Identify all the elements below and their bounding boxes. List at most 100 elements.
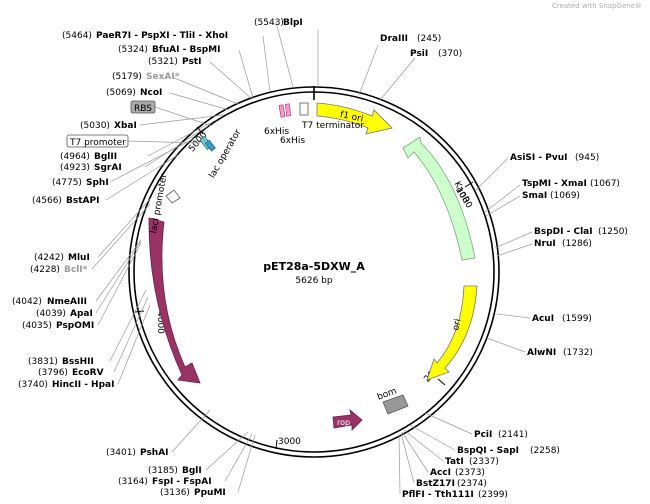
site-acui-pos: (1599) <box>562 314 592 324</box>
site-hincii-name: HincII - HpaI <box>52 380 114 390</box>
site-psti-name: PstI <box>182 57 201 67</box>
kanr-arrow[interactable] <box>402 136 476 261</box>
rop-arrow[interactable] <box>332 408 363 431</box>
plasmid-name: pET28a-5DXW_A <box>263 260 365 273</box>
right-sites: (5543) BlpI DraIII (245) PsiI (370) AsiS… <box>254 18 628 500</box>
site-bcli-name: BclI* <box>64 265 88 275</box>
site-pcii-name: PciI <box>474 430 492 440</box>
rbs-leader <box>154 106 213 127</box>
tick-2000 <box>437 378 446 386</box>
site-bspdi-name: BspDI - ClaI <box>534 227 593 237</box>
site-bcli-pos: (4228) <box>30 265 60 275</box>
site-bfuai-name: BfuAI - BspMI <box>152 45 220 55</box>
site-ecorv-pos: (3796) <box>38 368 68 378</box>
site-bgli-pos: (3185) <box>148 466 178 476</box>
left-leaders <box>91 21 294 493</box>
site-sphi-name: SphI <box>86 178 109 188</box>
site-hincii-pos: (3740) <box>18 380 48 390</box>
site-ppumi-pos: (3136) <box>160 488 190 498</box>
his-tag-label-2: 6xHis <box>280 136 305 146</box>
watermark: Created with SnapGene® <box>552 2 642 10</box>
site-bsshii-name: BssHII <box>62 357 94 367</box>
laci-promoter-arrow[interactable] <box>165 189 181 204</box>
site-bstz-pos: (2374) <box>457 479 487 489</box>
tick-3000 <box>275 439 278 450</box>
site-fspi-name: FspI - FspAI <box>152 477 212 487</box>
lac-operator-box-2[interactable] <box>204 139 216 152</box>
site-nmeaiii-pos: (4042) <box>12 297 42 307</box>
left-sites: (5464) PaeR7I - PspXI - TliI - XhoI (532… <box>12 31 228 498</box>
laci-arrow[interactable] <box>148 217 201 384</box>
site-pspomi-pos: (4035) <box>22 321 52 331</box>
site-sexai-name: SexAI* <box>146 72 180 82</box>
site-nmeaiii-name: NmeAIII <box>47 297 87 307</box>
f1-ori-label: f1 ori <box>339 110 364 125</box>
site-acci-name: AccI <box>430 468 451 478</box>
tick-label-4000: 4000 <box>155 311 165 334</box>
rop-label: rop <box>337 418 350 427</box>
lac-operator-label: lac operator <box>208 128 244 180</box>
tick-5000 <box>196 126 204 135</box>
ori-label: ori <box>451 318 463 332</box>
site-tspmi-name: TspMI - XmaI <box>522 179 587 189</box>
site-blpi-pos: (5543) <box>254 18 284 28</box>
laci-label: lacI <box>163 286 176 303</box>
site-pshai-pos: (3401) <box>106 448 136 458</box>
site-sgrai-name: SgrAI <box>94 163 122 173</box>
site-smai-name: SmaI <box>522 191 547 201</box>
site-bstz-name: BstZ17I <box>416 479 455 489</box>
t7-promoter-label: T7 promoter <box>69 138 126 148</box>
site-bstapi-name: BstAPI <box>66 196 99 206</box>
site-asisi-pos: (945) <box>575 153 599 163</box>
site-tspmi-pos: (1067) <box>590 179 620 189</box>
site-pshai-name: PshAI <box>140 448 169 458</box>
site-pflfi-name: PflFI - Tth111I <box>402 490 474 500</box>
site-sgrai-pos: (4923) <box>60 163 90 173</box>
site-nrui-name: NruI <box>534 239 556 249</box>
t7-terminator-box[interactable] <box>299 102 309 116</box>
site-pcii-pos: (2141) <box>498 430 528 440</box>
site-ncoi-name: NcoI <box>140 88 162 98</box>
site-ppumi-name: PpuMI <box>194 488 226 498</box>
his-tag-1[interactable] <box>278 104 286 118</box>
site-pae-name: PaeR7I - PspXI - TliI - XhoI <box>96 31 228 41</box>
site-bglii-name: BglII <box>94 152 117 162</box>
tick-1000 <box>464 181 474 188</box>
site-bfuai-pos: (5324) <box>118 45 148 55</box>
site-psti-pos: (5321) <box>148 57 178 67</box>
site-draiii-pos: (245) <box>417 34 441 44</box>
watermark-text: Created with SnapGene® <box>551 2 642 10</box>
site-nrui-pos: (1286) <box>562 239 592 249</box>
his-tag-label-1: 6xHis <box>264 127 289 137</box>
f1-ori-arrow[interactable] <box>316 102 393 135</box>
site-bstapi-pos: (4566) <box>32 196 62 206</box>
ori-arrow[interactable] <box>426 285 478 381</box>
site-mlui-pos: (4242) <box>34 253 64 263</box>
site-blpi-name: BlpI <box>283 18 303 28</box>
site-bspqi-name: BspQI - SapI <box>457 446 519 456</box>
site-xbai-pos: (5030) <box>80 121 110 131</box>
site-acui-name: AcuI <box>532 314 554 324</box>
his-tag-2[interactable] <box>285 103 291 117</box>
t7-promoter-leader <box>127 140 201 144</box>
site-ncoi-pos: (5069) <box>106 88 136 98</box>
site-bglii-pos: (4964) <box>60 152 90 162</box>
site-pspomi-name: PspOMI <box>56 321 94 331</box>
bom-box[interactable] <box>382 394 409 415</box>
site-apai-pos: (4039) <box>36 309 66 319</box>
site-bsshii-pos: (3831) <box>28 357 58 367</box>
site-fspi-pos: (3164) <box>118 477 148 487</box>
site-alwni-name: AlwNI <box>527 348 556 358</box>
rbs-label: RBS <box>134 104 152 114</box>
site-psii-name: PsiI <box>410 49 428 59</box>
plasmid-size: 5626 bp <box>295 276 332 286</box>
site-pae-pos: (5464) <box>62 31 92 41</box>
site-bgli-name: BglI <box>182 466 202 476</box>
site-bspdi-pos: (1250) <box>598 227 628 237</box>
site-alwni-pos: (1732) <box>563 348 593 358</box>
site-ecorv-name: EcoRV <box>72 368 104 378</box>
site-sphi-pos: (4775) <box>52 178 82 188</box>
site-pflfi-pos: (2399) <box>478 490 508 500</box>
tick-4000 <box>134 310 145 313</box>
site-bspqi-pos: (2258) <box>530 446 560 456</box>
